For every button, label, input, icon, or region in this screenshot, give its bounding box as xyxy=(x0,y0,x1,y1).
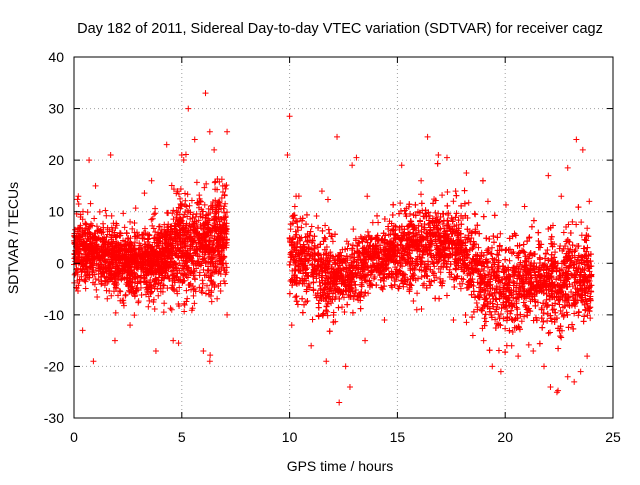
chart-title: Day 182 of 2011, Sidereal Day-to-day VTE… xyxy=(77,21,603,37)
